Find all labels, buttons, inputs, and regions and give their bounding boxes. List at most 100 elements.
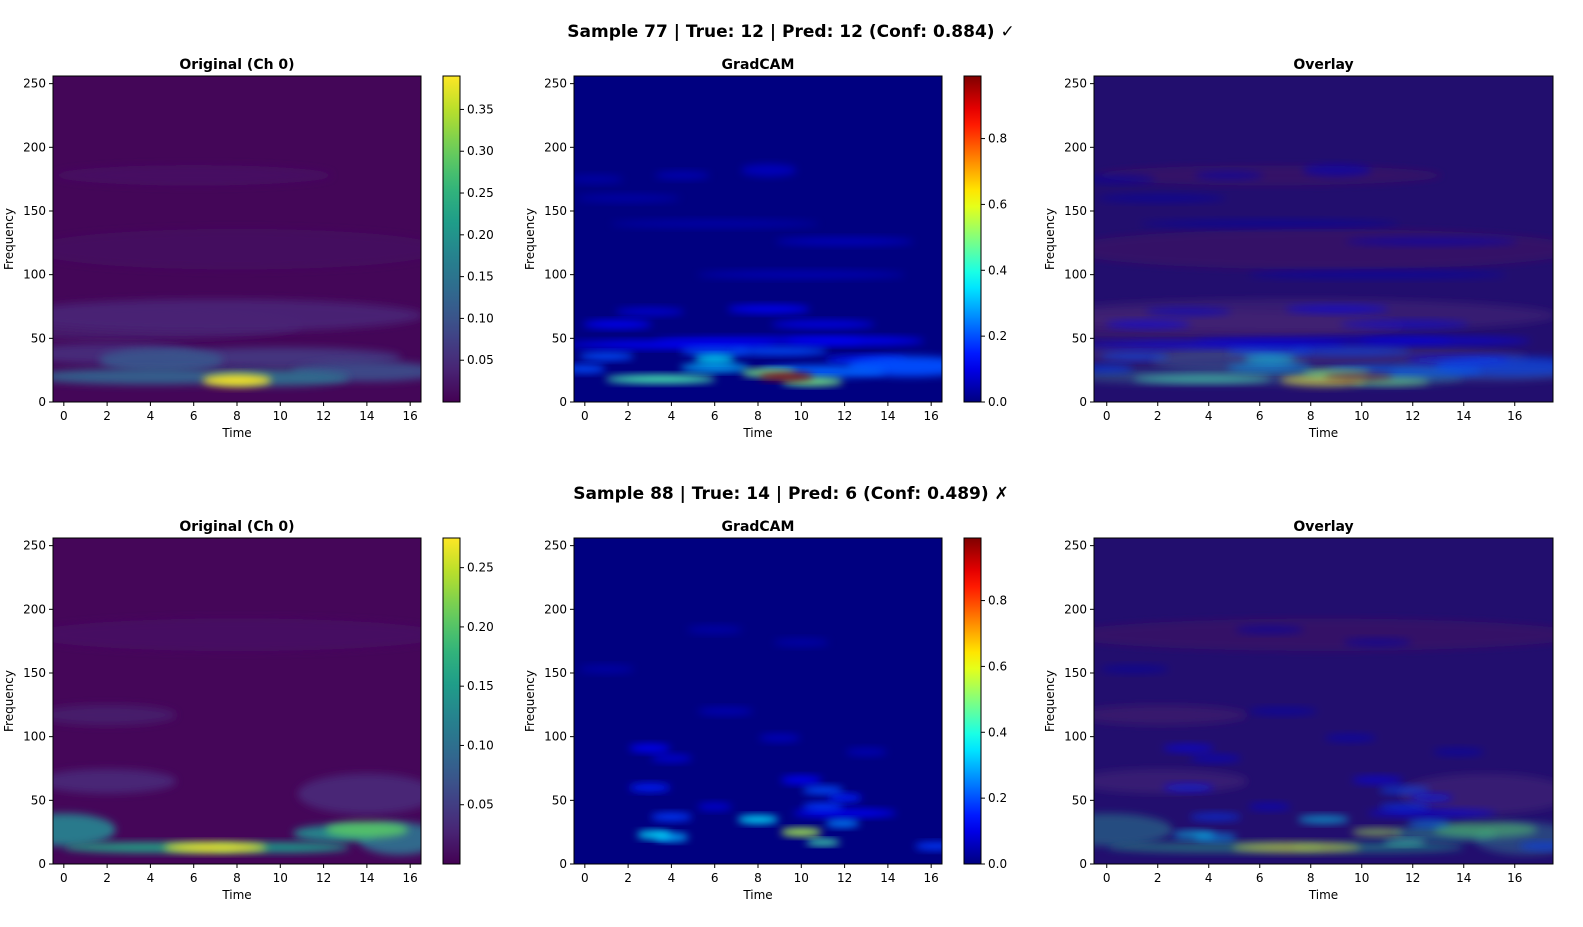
overlay-gradcam-blob [1432, 747, 1485, 757]
colorbar-tick-label: 0.05 [467, 353, 494, 367]
x-tick-label: 2 [1154, 871, 1162, 885]
y-tick-label: 100 [1064, 730, 1087, 744]
x-tick-label: 16 [403, 871, 418, 885]
x-tick-label: 12 [1405, 871, 1420, 885]
x-tick-label: 10 [1354, 409, 1369, 423]
heatmap-area [574, 538, 942, 864]
x-tick-label: 4 [668, 871, 676, 885]
gradcam-blob [731, 346, 829, 356]
gradcam-blob [697, 707, 754, 716]
colorbar-gradient [442, 75, 461, 403]
y-tick-label: 0 [1079, 857, 1087, 871]
x-axis-label: Time [221, 426, 251, 440]
gradcam-blob [697, 802, 733, 811]
gradcam-blob [574, 364, 606, 373]
gradcam-blob [825, 819, 860, 828]
x-tick-label: 16 [1507, 871, 1522, 885]
overlay-signal-blob [1094, 704, 1248, 726]
y-axis-label: Frequency [1043, 670, 1057, 732]
overlay-gradcam-blob [1189, 754, 1242, 763]
gradcam-blob [737, 815, 779, 824]
gradcam-blob [780, 775, 823, 785]
colorbar: 0.0 0.2 0.4 0.6 0.8 [963, 537, 1007, 871]
gradcam-blob [802, 786, 844, 795]
x-tick-label: 14 [1456, 409, 1471, 423]
x-tick-label: 14 [880, 409, 895, 423]
overlay-signal-blob [1094, 228, 1553, 270]
signal-blob [297, 773, 421, 815]
colorbar-tick-label: 0.20 [467, 228, 494, 242]
y-tick-label: 0 [1079, 395, 1087, 409]
x-tick-label: 2 [103, 871, 111, 885]
gradcam-blob [792, 808, 897, 818]
y-tick-label: 200 [1064, 602, 1087, 616]
y-tick-label: 250 [544, 539, 567, 553]
colorbar-gradient [963, 537, 982, 865]
row-title-sample-88: Sample 88 | True: 14 | Pred: 6 (Conf: 0.… [573, 484, 1009, 504]
x-tick-label: 14 [1456, 871, 1471, 885]
x-tick-label: 6 [190, 409, 198, 423]
x-axis-label: Time [1308, 888, 1338, 902]
gradcam-blob [693, 354, 736, 363]
overlay-signal-blob [1433, 821, 1538, 838]
x-tick-label: 14 [359, 409, 374, 423]
colorbar-tick-label: 0.05 [467, 798, 494, 812]
signal-blob [163, 842, 268, 853]
y-tick-label: 50 [552, 793, 567, 807]
y-tick-label: 150 [544, 666, 567, 680]
x-tick-label: 16 [924, 871, 939, 885]
overlay-gradcam-blob [1248, 707, 1318, 716]
x-tick-label: 10 [273, 409, 288, 423]
overlay-gradcam-blob [1104, 320, 1192, 329]
overlay-signal-blob [1094, 813, 1173, 846]
signal-blob [53, 704, 177, 726]
x-tick-label: 6 [711, 409, 719, 423]
colorbar-tick-label: 0.4 [988, 725, 1007, 739]
overlay-gradcam-blob [1339, 320, 1470, 329]
gradcam-blob [780, 828, 823, 837]
y-tick-label: 250 [23, 539, 46, 553]
overlay-signal-blob [1399, 773, 1553, 815]
x-tick-label: 16 [403, 409, 418, 423]
colorbar-tick-label: 0.10 [467, 738, 494, 752]
overlay-gradcam-blob [1345, 237, 1518, 246]
colorbar-gradient [442, 537, 461, 865]
panel-r1p0: Original (Ch 0) 0 2 4 6 8 10 12 14 16 0 50 100 150 200… [2, 519, 494, 902]
x-tick-label: 6 [1256, 409, 1264, 423]
panels-layer: Original (Ch 0)0 2 4 6 8 10 12 14 16050100150200… [2, 57, 1554, 902]
panel-title: GradCAM [722, 519, 795, 535]
overlay-gradcam-blob [1297, 815, 1350, 824]
overlay-gradcam-blob [1382, 839, 1427, 846]
x-tick-label: 0 [581, 871, 589, 885]
x-tick-label: 2 [1154, 409, 1162, 423]
x-tick-label: 4 [1205, 409, 1213, 423]
y-tick-label: 200 [544, 140, 567, 154]
y-tick-label: 50 [31, 331, 46, 345]
x-tick-label: 0 [60, 871, 68, 885]
panel-r0p2: Overlay 0 2 4 6 8 10 12 14 16 0 50 100 150 200 250 Time F… [1043, 57, 1554, 440]
y-tick-label: 100 [544, 730, 567, 744]
y-axis-label: Frequency [2, 208, 16, 270]
overlay-gradcam-blob [1094, 175, 1156, 184]
signal-blob [55, 165, 333, 186]
x-tick-label: 10 [794, 409, 809, 423]
signal-blob [98, 347, 224, 373]
signal-blob [325, 821, 409, 838]
panel-title: GradCAM [722, 57, 795, 73]
overlay-gradcam-blob [1342, 638, 1413, 647]
gradcam-blob [727, 304, 811, 314]
signal-blob [53, 813, 116, 846]
colorbar-tick-label: 0.30 [467, 144, 494, 158]
colorbar-tick-label: 0.4 [988, 263, 1007, 277]
overlay-gradcam-blob [1247, 802, 1292, 811]
y-tick-label: 150 [1064, 666, 1087, 680]
x-tick-label: 14 [880, 871, 895, 885]
x-axis-label: Time [742, 888, 772, 902]
x-tick-label: 12 [837, 409, 852, 423]
heatmap-area [574, 76, 942, 402]
axes-frame [1093, 75, 1554, 403]
gradcam-blob [802, 802, 844, 811]
signal-blob [53, 228, 421, 270]
row-title-sample-77: Sample 77 | True: 12 | Pred: 12 (Conf: 0… [567, 22, 1014, 42]
overlay-gradcam-blob [1094, 364, 1134, 373]
